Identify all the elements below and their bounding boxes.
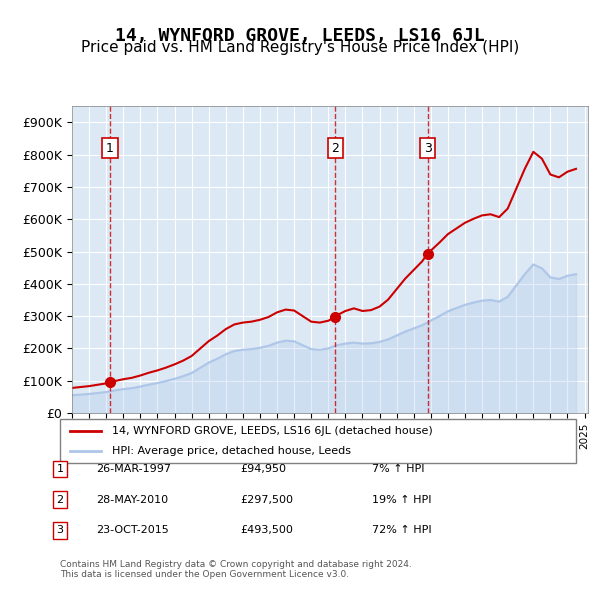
Text: 19% ↑ HPI: 19% ↑ HPI bbox=[372, 495, 431, 504]
Text: 28-MAY-2010: 28-MAY-2010 bbox=[96, 495, 168, 504]
FancyBboxPatch shape bbox=[60, 419, 576, 463]
Text: £297,500: £297,500 bbox=[240, 495, 293, 504]
Text: 26-MAR-1997: 26-MAR-1997 bbox=[96, 464, 171, 474]
Text: Contains HM Land Registry data © Crown copyright and database right 2024.
This d: Contains HM Land Registry data © Crown c… bbox=[60, 560, 412, 579]
Text: 1: 1 bbox=[56, 464, 64, 474]
Text: 72% ↑ HPI: 72% ↑ HPI bbox=[372, 526, 431, 535]
Text: £94,950: £94,950 bbox=[240, 464, 286, 474]
Text: 3: 3 bbox=[56, 526, 64, 535]
Text: 1: 1 bbox=[106, 142, 114, 155]
Text: 14, WYNFORD GROVE, LEEDS, LS16 6JL (detached house): 14, WYNFORD GROVE, LEEDS, LS16 6JL (deta… bbox=[112, 427, 433, 436]
Text: 2: 2 bbox=[331, 142, 339, 155]
Text: HPI: Average price, detached house, Leeds: HPI: Average price, detached house, Leed… bbox=[112, 446, 350, 455]
Text: 3: 3 bbox=[424, 142, 431, 155]
Text: Price paid vs. HM Land Registry's House Price Index (HPI): Price paid vs. HM Land Registry's House … bbox=[81, 40, 519, 55]
Text: 2: 2 bbox=[56, 495, 64, 504]
Text: 7% ↑ HPI: 7% ↑ HPI bbox=[372, 464, 425, 474]
Text: 23-OCT-2015: 23-OCT-2015 bbox=[96, 526, 169, 535]
Text: £493,500: £493,500 bbox=[240, 526, 293, 535]
Text: 14, WYNFORD GROVE, LEEDS, LS16 6JL: 14, WYNFORD GROVE, LEEDS, LS16 6JL bbox=[115, 27, 485, 45]
